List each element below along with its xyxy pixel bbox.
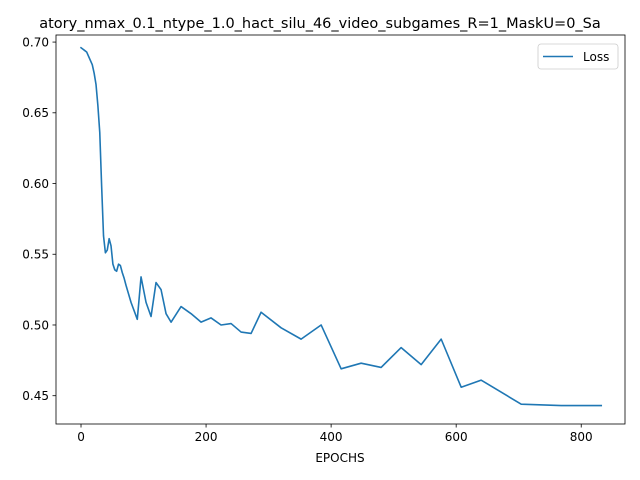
- x-tick-label: 0: [77, 430, 85, 444]
- y-tick-label: 0.60: [22, 177, 49, 191]
- chart-title: atory_nmax_0.1_ntype_1.0_hact_silu_46_vi…: [39, 16, 601, 32]
- y-tick-label: 0.65: [22, 106, 49, 120]
- x-axis-label: EPOCHS: [315, 451, 364, 465]
- plot-area: [79, 46, 603, 407]
- y-tick-label: 0.55: [22, 248, 49, 262]
- x-tick-label: 400: [320, 430, 343, 444]
- x-tick-label: 600: [445, 430, 468, 444]
- x-axis-ticks: 0 200 400 600 800: [77, 424, 593, 444]
- legend-box: [537, 43, 619, 70]
- y-tick-label: 0.45: [22, 389, 49, 403]
- legend-label-loss: Loss: [583, 50, 609, 64]
- y-tick-label: 0.50: [22, 318, 49, 332]
- x-tick-label: 200: [195, 430, 218, 444]
- y-tick-label: 0.70: [22, 35, 49, 49]
- x-tick-label: 800: [570, 430, 593, 444]
- plot-frame: [55, 34, 626, 425]
- y-axis-ticks: 0.45 0.50 0.55 0.60 0.65 0.70: [22, 35, 56, 403]
- series-line-loss: [79, 46, 603, 407]
- legend: Loss: [537, 43, 619, 70]
